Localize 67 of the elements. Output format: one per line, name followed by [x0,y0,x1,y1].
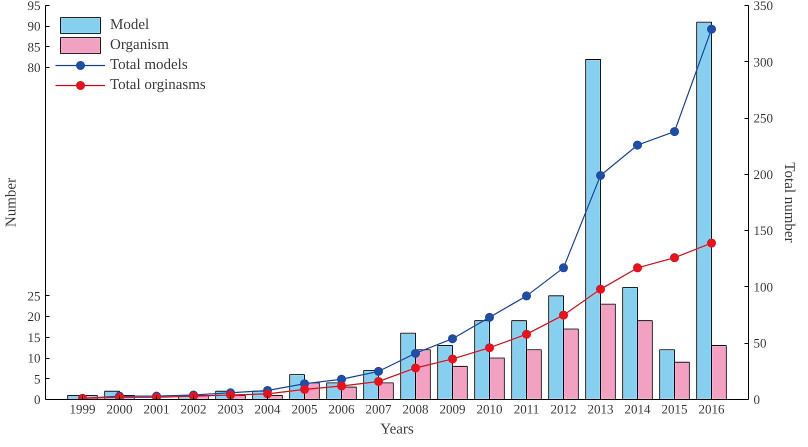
point [707,24,716,34]
point [411,348,420,358]
point [522,330,531,339]
y-tick-label: 95 [28,0,40,13]
y2-tick-label: 350 [754,0,773,13]
point [263,389,272,398]
point [226,390,235,400]
point [448,354,457,364]
x-tick-label: 1999 [70,402,96,416]
point [337,382,346,390]
y-tick-label: 25 [28,288,40,304]
legend-label: Model [110,16,150,34]
y-tick-label: 5 [34,371,40,386]
y-tick-label: 85 [28,39,40,54]
point [559,263,568,272]
point [633,263,642,272]
y-tick-label: 10 [28,350,40,366]
y2-tick-label: 50 [754,336,766,351]
x-tick-label: 2013 [588,402,614,416]
point [485,312,494,322]
point [374,376,383,386]
x-tick-label: 2011 [514,402,540,416]
y2-axis-title: Total number [781,162,797,243]
x-tick-label: 2008 [402,402,428,416]
x-tick-label: 2012 [550,402,576,416]
y-tick-label: 0 [34,392,40,407]
y-tick-label: 15 [28,330,40,345]
y2-tick-label: 0 [754,392,760,407]
y-axis-title: Number [4,178,20,228]
point [411,363,420,372]
point [670,127,679,136]
x-tick-label: 2000 [106,402,132,416]
x-tick-label: 2010 [476,402,502,416]
y-tick-label: 80 [28,60,40,76]
legend-label: Total orginasms [110,76,206,94]
legend-label: Organism [110,36,169,54]
y-tick-label: 20 [28,309,40,324]
point [374,366,383,376]
y2-tick-label: 100 [754,279,773,294]
x-tick-label: 2003 [218,402,244,416]
x-tick-label: 2016 [698,402,725,416]
y2-tick-label: 200 [754,166,773,182]
point [707,238,716,248]
point [448,334,457,344]
point [633,140,642,150]
y-tick-label: 90 [28,18,40,34]
point [596,284,605,294]
y2-tick-label: 300 [754,54,773,70]
y2-tick-label: 150 [754,223,773,238]
point [522,291,531,300]
y2-tick-label: 250 [754,110,773,126]
x-tick-label: 2002 [180,402,206,416]
x-tick-label: 2006 [328,402,355,416]
x-tick-label: 2004 [254,402,281,416]
point [596,170,605,180]
x-tick-label: 2007 [366,402,392,416]
x-axis-title: Years [380,422,414,438]
point [670,253,679,262]
x-tick-label: 2015 [662,402,688,416]
x-tick-label: 2014 [624,402,651,416]
x-tick-label: 2001 [144,402,170,416]
point [485,343,494,352]
legend-label: Total models [110,56,188,74]
point [300,384,309,394]
point [559,310,568,320]
x-tick-label: 2009 [440,402,466,416]
x-tick-label: 2005 [292,402,318,416]
